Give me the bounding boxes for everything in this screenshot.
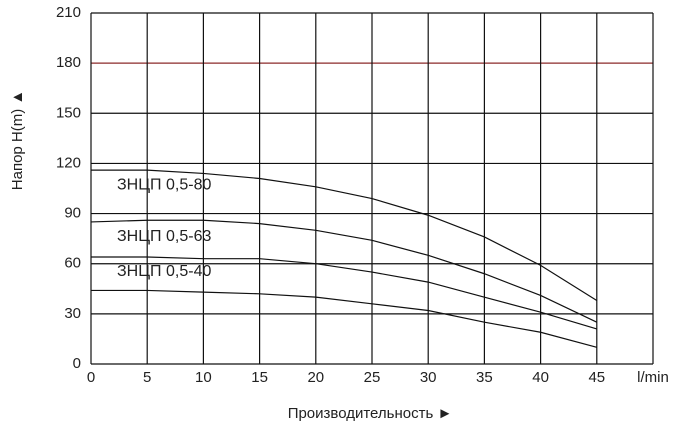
- y-tick-label: 90: [64, 205, 81, 222]
- curve: [91, 169, 598, 301]
- y-tick-label: 180: [56, 54, 81, 71]
- x-tick-label: 15: [251, 369, 268, 386]
- x-tick-label: 20: [307, 369, 324, 386]
- x-tick-label: 35: [476, 369, 493, 386]
- y-tick-label: 0: [73, 355, 81, 372]
- x-tick-label: 5: [143, 369, 151, 386]
- curve: [91, 289, 597, 348]
- x-axis-label: Производительность ►: [288, 405, 453, 422]
- y-axis-label: Напор Н(m) ▲: [9, 90, 26, 190]
- series-name: ЗНЦП 0,5-40: [117, 263, 211, 280]
- y-tick-label: 60: [64, 255, 81, 272]
- x-tick-label: l/min: [637, 369, 669, 386]
- x-tick-label: 40: [532, 369, 549, 386]
- curve: [91, 256, 597, 330]
- y-tick-label: 120: [56, 154, 81, 171]
- curve: [90, 219, 598, 323]
- y-tick-label: 210: [56, 4, 81, 21]
- series-name: ЗНЦП 0,5-63: [117, 228, 211, 245]
- x-tick-label: 45: [588, 369, 605, 386]
- y-tick-label: 150: [56, 104, 81, 121]
- y-tick-label: 30: [64, 305, 81, 322]
- x-tick-label: 25: [364, 369, 381, 386]
- x-tick-label: 10: [195, 369, 212, 386]
- x-tick-label: 0: [87, 369, 95, 386]
- x-tick-label: 30: [420, 369, 437, 386]
- series-name: ЗНЦП 0,5-80: [117, 176, 211, 193]
